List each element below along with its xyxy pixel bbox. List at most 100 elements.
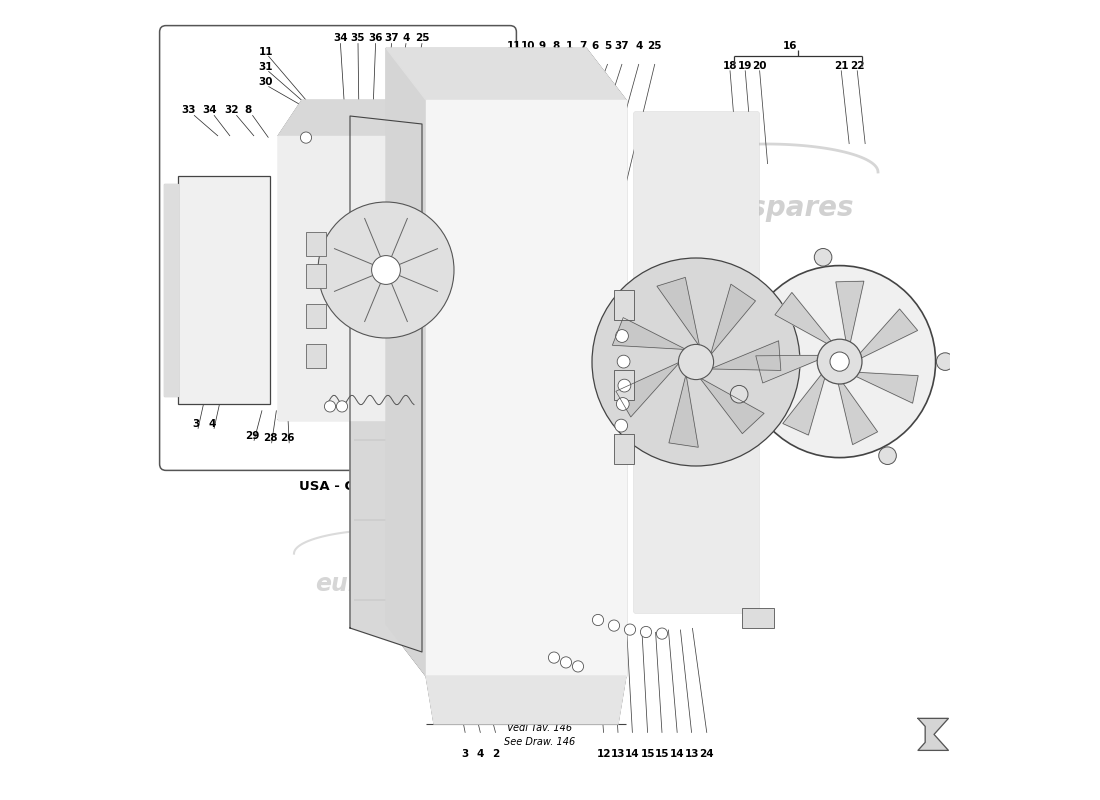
Polygon shape bbox=[613, 318, 686, 350]
Text: 19: 19 bbox=[738, 61, 752, 70]
Text: 4: 4 bbox=[403, 34, 409, 43]
Circle shape bbox=[318, 202, 454, 338]
Text: 16: 16 bbox=[783, 41, 798, 50]
Circle shape bbox=[617, 355, 630, 368]
Circle shape bbox=[640, 626, 651, 638]
Circle shape bbox=[608, 620, 619, 631]
Circle shape bbox=[616, 330, 628, 342]
Polygon shape bbox=[700, 378, 764, 434]
Circle shape bbox=[679, 344, 714, 380]
Text: 4: 4 bbox=[209, 419, 216, 429]
Polygon shape bbox=[478, 100, 502, 420]
Polygon shape bbox=[350, 116, 422, 652]
Text: 28: 28 bbox=[263, 434, 277, 443]
Text: 11: 11 bbox=[258, 47, 273, 57]
Polygon shape bbox=[711, 284, 756, 355]
Text: 13: 13 bbox=[610, 749, 625, 758]
Text: 3: 3 bbox=[192, 419, 200, 429]
Text: 20: 20 bbox=[752, 61, 767, 70]
Polygon shape bbox=[616, 362, 680, 417]
Circle shape bbox=[593, 614, 604, 626]
Polygon shape bbox=[634, 112, 758, 612]
Text: 15: 15 bbox=[654, 749, 669, 758]
Text: 31: 31 bbox=[258, 62, 273, 72]
Text: 6: 6 bbox=[591, 41, 598, 50]
Bar bbox=[306, 344, 326, 368]
Polygon shape bbox=[836, 281, 864, 350]
Circle shape bbox=[592, 258, 800, 466]
Circle shape bbox=[879, 447, 896, 465]
Text: 23: 23 bbox=[890, 357, 904, 366]
Bar bbox=[742, 608, 774, 628]
Text: Vedi Tav. 146: Vedi Tav. 146 bbox=[507, 723, 572, 733]
Text: USA - CDN: USA - CDN bbox=[299, 480, 376, 493]
Polygon shape bbox=[426, 100, 626, 676]
Text: 4: 4 bbox=[635, 41, 642, 50]
Circle shape bbox=[372, 256, 400, 284]
Circle shape bbox=[814, 249, 832, 266]
Text: 13: 13 bbox=[684, 749, 699, 758]
Bar bbox=[614, 370, 634, 400]
Polygon shape bbox=[278, 100, 502, 136]
Text: 17: 17 bbox=[475, 123, 490, 133]
Text: 12: 12 bbox=[596, 749, 611, 758]
Polygon shape bbox=[426, 676, 626, 724]
Text: 33: 33 bbox=[182, 106, 196, 115]
Polygon shape bbox=[302, 100, 502, 384]
Text: 18: 18 bbox=[723, 61, 737, 70]
Polygon shape bbox=[278, 136, 478, 420]
Polygon shape bbox=[756, 355, 826, 383]
Circle shape bbox=[744, 266, 936, 458]
Text: 37: 37 bbox=[314, 278, 329, 288]
Text: 24: 24 bbox=[700, 749, 714, 758]
FancyBboxPatch shape bbox=[160, 26, 516, 470]
Bar bbox=[306, 264, 326, 288]
Text: 15: 15 bbox=[640, 749, 654, 758]
Text: 8: 8 bbox=[552, 41, 559, 50]
Text: eurospares: eurospares bbox=[679, 194, 854, 222]
Circle shape bbox=[616, 398, 629, 410]
Circle shape bbox=[730, 386, 748, 403]
Text: 27: 27 bbox=[298, 278, 312, 288]
Circle shape bbox=[549, 652, 560, 663]
Polygon shape bbox=[776, 293, 836, 348]
Bar bbox=[178, 176, 270, 404]
Polygon shape bbox=[669, 374, 698, 447]
Text: 29: 29 bbox=[245, 431, 260, 441]
Text: 14: 14 bbox=[625, 749, 640, 758]
Text: 23: 23 bbox=[461, 123, 475, 133]
Circle shape bbox=[657, 628, 668, 639]
Circle shape bbox=[618, 379, 630, 392]
Text: See Draw. 146: See Draw. 146 bbox=[504, 737, 575, 746]
Circle shape bbox=[615, 419, 628, 432]
Text: 35: 35 bbox=[351, 34, 365, 43]
Text: 23: 23 bbox=[488, 123, 503, 133]
Text: 10: 10 bbox=[521, 41, 536, 50]
Text: 25: 25 bbox=[415, 34, 429, 43]
Text: 37: 37 bbox=[384, 34, 399, 43]
Circle shape bbox=[625, 624, 636, 635]
Text: 32: 32 bbox=[224, 106, 239, 115]
Text: 9: 9 bbox=[538, 41, 546, 50]
Text: 4: 4 bbox=[359, 331, 365, 341]
Polygon shape bbox=[848, 372, 918, 403]
Text: 3: 3 bbox=[462, 749, 469, 758]
Circle shape bbox=[337, 401, 348, 412]
Text: 4: 4 bbox=[476, 749, 484, 758]
Text: 30: 30 bbox=[258, 78, 273, 87]
Text: 36: 36 bbox=[368, 34, 383, 43]
Text: 37: 37 bbox=[615, 41, 629, 50]
Polygon shape bbox=[836, 376, 878, 445]
Circle shape bbox=[817, 339, 862, 384]
Text: eurospares: eurospares bbox=[316, 572, 464, 596]
Circle shape bbox=[324, 401, 336, 412]
Text: 14: 14 bbox=[670, 749, 684, 758]
Text: 1: 1 bbox=[565, 41, 573, 50]
Text: 3: 3 bbox=[395, 343, 402, 353]
Circle shape bbox=[830, 352, 849, 371]
Text: 26: 26 bbox=[280, 434, 295, 443]
Polygon shape bbox=[854, 309, 917, 362]
Polygon shape bbox=[918, 718, 948, 750]
Bar bbox=[614, 434, 634, 464]
Circle shape bbox=[300, 132, 311, 143]
